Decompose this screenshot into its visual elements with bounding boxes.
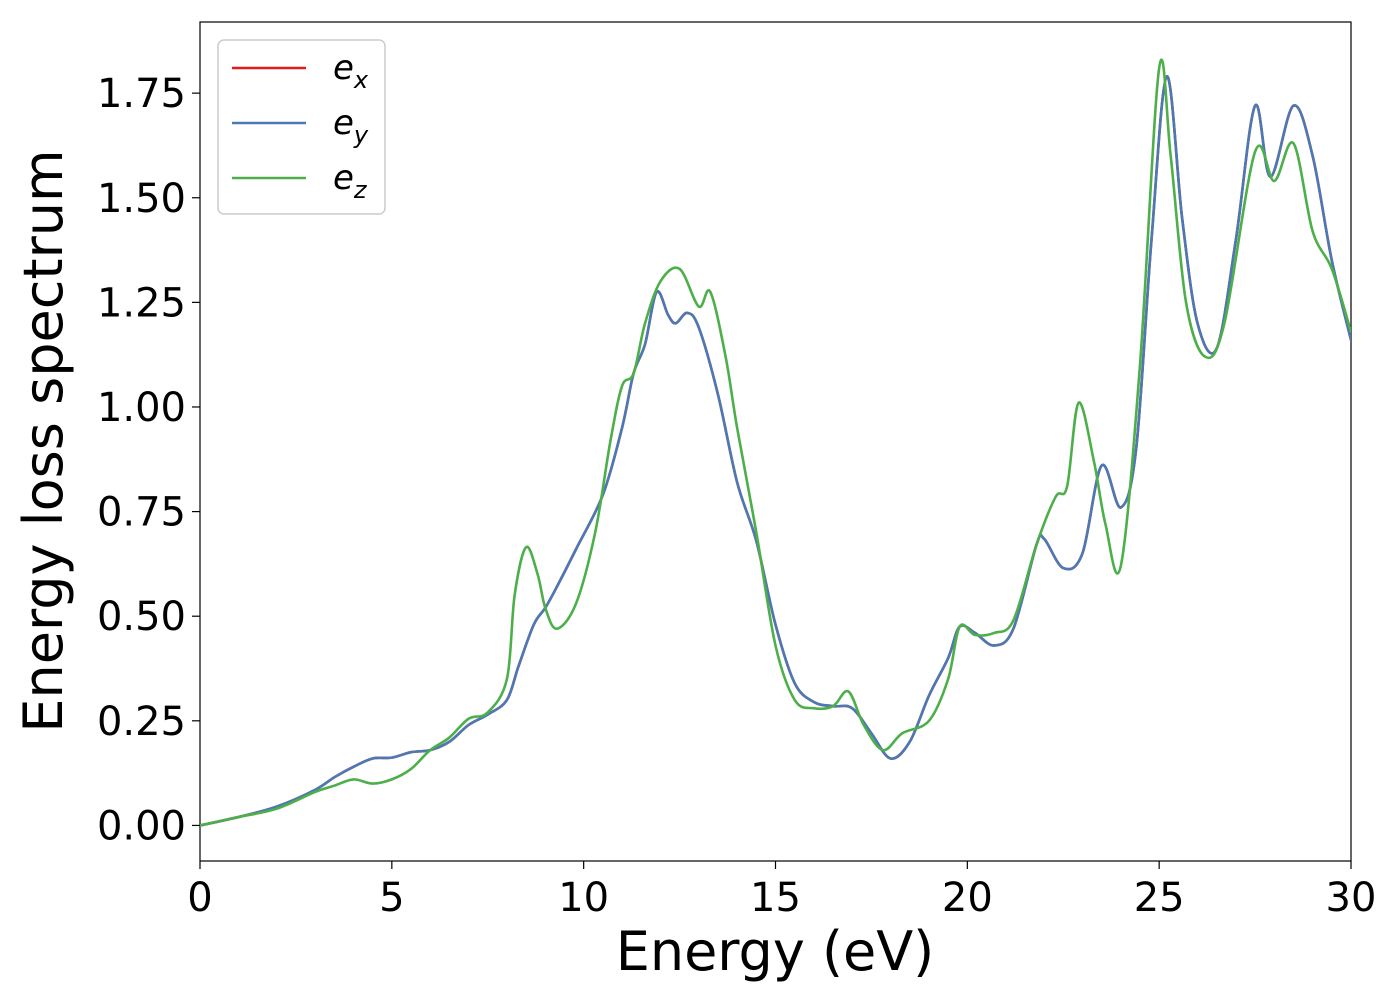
y-axis-title: Energy loss spectrum <box>12 149 75 732</box>
x-tick-label: 15 <box>750 875 801 921</box>
legend-label-ey: ey <box>333 103 369 149</box>
legend-label-main: e <box>333 158 354 198</box>
legend-label-ez: ez <box>333 158 368 204</box>
y-axis: 0.00 0.25 0.50 0.75 1.00 1.25 1.50 1.75 <box>97 71 200 849</box>
series-layer <box>200 58 1351 827</box>
legend-label-subscript: y <box>353 121 369 149</box>
x-tick-label: 30 <box>1326 875 1377 921</box>
y-tick-label: 0.25 <box>97 699 186 745</box>
y-tick-label: 1.50 <box>97 176 186 222</box>
x-axis-title: Energy (eV) <box>616 920 935 983</box>
legend-label-subscript: z <box>353 176 368 204</box>
plot-area <box>199 21 1352 862</box>
x-tick-label: 10 <box>558 875 609 921</box>
series-line-ey <box>200 75 1351 827</box>
x-axis: 0 5 10 15 20 25 30 <box>187 861 1376 921</box>
x-tick-label: 0 <box>187 875 212 921</box>
y-tick-label: 1.25 <box>97 280 186 326</box>
y-tick-label: 0.00 <box>97 803 186 849</box>
y-tick-label: 0.50 <box>97 594 186 640</box>
legend-label-ex: ex <box>333 48 369 94</box>
x-tick-label: 25 <box>1134 875 1185 921</box>
legend-label-subscript: x <box>353 66 369 94</box>
legend-label-main: e <box>333 103 354 143</box>
y-tick-label: 1.00 <box>97 385 186 431</box>
x-tick-label: 20 <box>942 875 993 921</box>
x-tick-label: 5 <box>379 875 404 921</box>
y-tick-label: 0.75 <box>97 490 186 536</box>
y-tick-label: 1.75 <box>97 71 186 117</box>
series-line-ez <box>200 58 1351 827</box>
plot-frame <box>199 21 1352 862</box>
legend-box <box>217 39 386 215</box>
legend-label-main: e <box>333 48 354 88</box>
